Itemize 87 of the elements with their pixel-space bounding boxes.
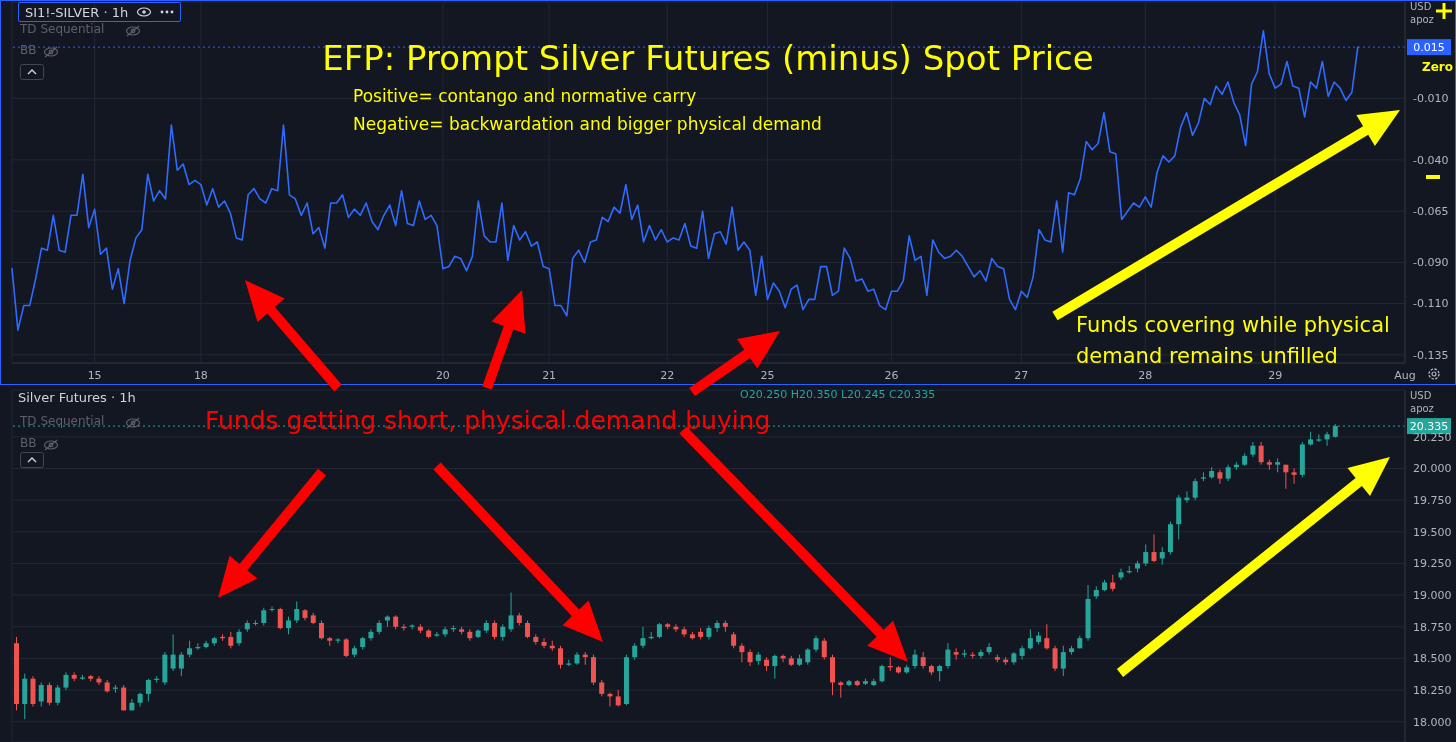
x-tick-label: 26 [884,368,899,382]
annotation: BB [20,436,37,450]
candlestick [1217,469,1223,485]
candlestick [253,619,259,627]
y-tick-label: -0.110 [1413,297,1449,311]
candlestick [170,633,176,672]
candlestick [318,619,324,640]
candlestick [145,678,151,702]
y-tick-label: 18.000 [1413,715,1452,729]
y-tick-label: -0.135 [1413,348,1449,362]
text: USD [1410,390,1432,401]
candlestick [434,631,440,638]
candlestick [1052,645,1058,672]
candlestick [277,607,283,630]
candlestick [1283,464,1289,490]
candlestick [46,681,52,706]
candlestick [1192,478,1198,501]
candlestick [912,649,918,670]
candlestick [821,637,827,661]
y-tick-label: -0.040 [1413,153,1449,167]
x-tick-label: 27 [1014,368,1029,382]
candlestick [1118,568,1124,581]
candlestick [294,600,300,624]
y-tick-label: -0.010 [1413,92,1449,106]
candlestick [1027,628,1033,651]
annotation: TD Sequential [20,22,105,36]
candlestick [269,606,275,613]
annotation: SI1!-SILVER · 1h [25,4,129,20]
x-tick-label: 21 [542,368,557,382]
x-tick-label: 22 [660,368,675,382]
y-tick-label: 19.750 [1413,494,1452,508]
y-tick-label: 18.500 [1413,652,1452,666]
text: apoz [1410,14,1434,25]
candlestick [714,619,720,633]
y-tick-label: 19.250 [1413,557,1452,571]
annotation: Negative= backwardation and bigger physical demand [353,114,822,134]
text: apoz [1410,403,1434,414]
candlestick [343,637,349,658]
candlestick [1151,533,1157,563]
candlestick [986,642,992,656]
annotation: Positive= contango and normative carry [353,86,697,106]
candlestick [1060,645,1066,677]
y-tick-label: 19.000 [1413,589,1452,603]
y-tick-label: 20.000 [1413,462,1452,476]
ref-line-label: 0.015 [1413,41,1445,55]
annotation: Silver Futures · 1h [18,390,136,405]
annotation: BB [20,43,37,57]
annotation: O20.250 H20.350 L20.245 C20.335 [740,388,936,401]
candlestick [1143,543,1149,567]
x-tick-label: 28 [1138,368,1153,382]
x-tick-label: 15 [87,368,102,382]
annotation: Funds covering while physical demand remains unfilled [1076,313,1390,368]
annotation: TD Sequential [20,414,105,428]
candlestick [368,628,374,642]
text: USD [1410,1,1432,12]
x-tick-label: Aug [1394,368,1416,382]
y-tick-label: -0.065 [1413,205,1449,219]
text: Zero [1422,60,1454,74]
candlestick [508,592,514,633]
candlestick [38,681,44,708]
x-tick-label: 25 [760,368,775,382]
x-tick-label: 18 [193,368,208,382]
x-tick-label: 20 [435,368,450,382]
annotation: Funds getting short, physical demand buying [205,406,771,435]
ref-line-label: 20.335 [1409,420,1449,434]
y-tick-label: -0.090 [1413,256,1449,270]
candlestick [178,651,184,677]
candlestick [1291,468,1297,485]
y-tick-label: 18.250 [1413,683,1452,697]
candlestick [945,642,951,670]
candlestick [1044,623,1050,651]
y-tick-label: 18.750 [1413,620,1452,634]
candlestick [640,626,646,649]
candlestick [335,637,341,644]
y-tick-label: 19.500 [1413,525,1452,539]
candlestick [442,626,448,638]
x-tick-label: 29 [1268,368,1283,382]
candlestick [121,684,127,711]
candlestick [739,642,745,663]
candlestick [1258,441,1264,466]
candlestick [541,637,547,649]
candlestick [558,645,564,670]
candlestick [55,684,61,706]
candlestick [1324,431,1330,447]
text: EFP: Prompt Silver Futures (minus) Spot Price [322,38,1094,78]
candlestick [772,654,778,680]
candlestick [492,619,498,640]
